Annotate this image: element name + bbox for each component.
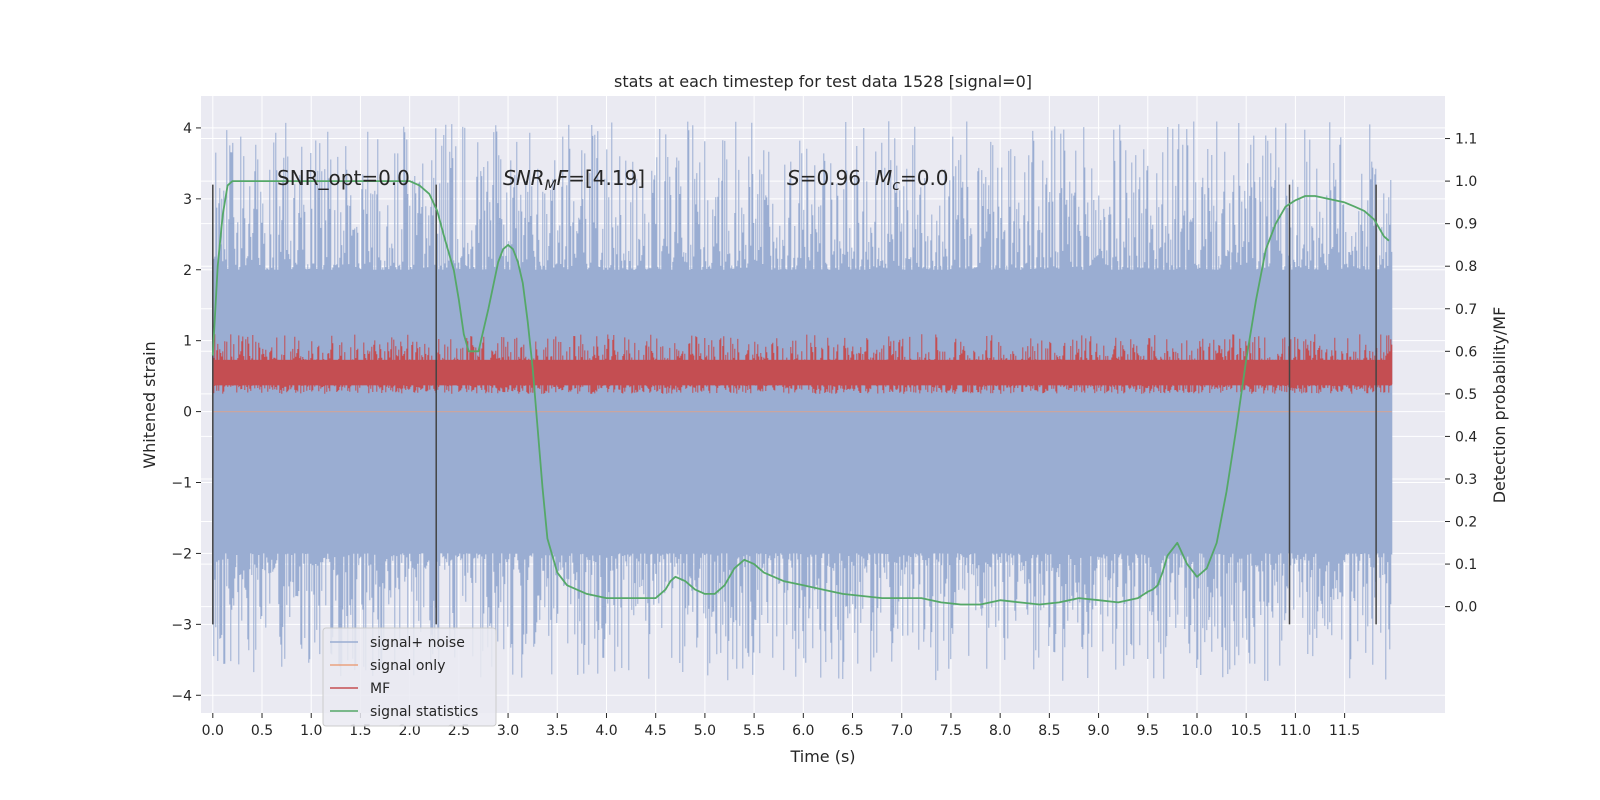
x-tick-label: 5.5 xyxy=(743,723,765,739)
legend-box xyxy=(322,627,497,727)
y-tick-label: 2 xyxy=(183,263,192,279)
x-tick-label: 6.5 xyxy=(841,723,863,739)
signal-statistics-line xyxy=(211,180,1390,606)
series-signal-statistics xyxy=(211,180,1390,606)
x-tick-label: 3.5 xyxy=(546,723,568,739)
legend: signal+ noise signal only MF signal stat… xyxy=(322,627,497,727)
y2-tick-label: 1.1 xyxy=(1455,132,1477,148)
x-tick-label: 10.5 xyxy=(1231,723,1262,739)
y-axis-label: Whitened strain xyxy=(140,341,159,468)
x-tick-label: 9.0 xyxy=(1087,723,1109,739)
chart-title: stats at each timestep for test data 152… xyxy=(614,72,1032,91)
x-tick-label: 0.5 xyxy=(251,723,273,739)
x-tick-label: 5.0 xyxy=(694,723,716,739)
x-tick-label: 4.0 xyxy=(595,723,617,739)
x-tick-label: 7.0 xyxy=(891,723,913,739)
x-tick-label: 11.0 xyxy=(1280,723,1311,739)
y-tick-label: 1 xyxy=(183,334,192,350)
annotation-s-mc: S=0.96 Mc=0.0 xyxy=(787,166,949,194)
y2-tick-label: 0.1 xyxy=(1455,557,1477,573)
x-tick-label: 4.5 xyxy=(645,723,667,739)
legend-label-signal-statistics: signal statistics xyxy=(370,704,478,720)
x-tick-label: 2.5 xyxy=(448,723,470,739)
y-tick-label: 3 xyxy=(183,192,192,208)
series-mf xyxy=(212,334,1393,394)
x-tick-label: 7.5 xyxy=(940,723,962,739)
y2-axis-label: Detection probability/MF xyxy=(1490,307,1509,504)
legend-label-signal-only: signal only xyxy=(370,658,445,674)
annotation-snr-mf: SNRMF=[4.19] xyxy=(503,166,645,194)
x-tick-label: 8.0 xyxy=(989,723,1011,739)
y2-tick-label: 0.4 xyxy=(1455,429,1477,445)
y2-tick-label: 0.0 xyxy=(1455,600,1477,616)
y-tick-label: 4 xyxy=(183,121,192,137)
vertical-marker-lines xyxy=(212,184,1377,625)
x-tick-label: 3.0 xyxy=(497,723,519,739)
x-axis-label: Time (s) xyxy=(789,747,855,766)
y2-tick-label: 0.3 xyxy=(1455,472,1477,488)
legend-label-mf: MF xyxy=(370,681,390,697)
x-axis-ticks: 0.0 0.5 1.0 1.5 2.0 2.5 3.0 3.5 4.0 4.5 5.0 5.5 6.0 6… xyxy=(202,713,1360,739)
x-tick-label: 11.5 xyxy=(1329,723,1360,739)
y-tick-label: −4 xyxy=(171,688,192,704)
y-tick-label: 0 xyxy=(183,405,192,421)
annotation-snr-opt: SNR_opt=0.0 xyxy=(277,166,410,190)
x-tick-label: 10.0 xyxy=(1181,723,1212,739)
y2-tick-label: 0.6 xyxy=(1455,344,1477,360)
legend-label-signal-noise: signal+ noise xyxy=(370,635,465,651)
y2-tick-label: 1.0 xyxy=(1455,174,1477,190)
y-tick-label: −1 xyxy=(171,476,192,492)
x-tick-label: 9.5 xyxy=(1137,723,1159,739)
x-tick-label: 8.5 xyxy=(1038,723,1060,739)
y2-tick-label: 0.2 xyxy=(1455,515,1477,531)
x-tick-label: 1.0 xyxy=(300,723,322,739)
y2-axis-ticks: 1.1 1.0 0.9 0.8 0.7 0.6 0.5 0.4 0.3 0.2 0.1 0.0 xyxy=(1445,132,1477,616)
x-tick-label: 0.0 xyxy=(202,723,224,739)
x-tick-label: 1.5 xyxy=(349,723,371,739)
y2-tick-label: 0.7 xyxy=(1455,302,1477,318)
y-tick-label: −2 xyxy=(171,546,192,562)
y-axis-ticks: 4 3 2 1 0 −1 −2 −3 −4 xyxy=(171,121,201,704)
y2-tick-label: 0.8 xyxy=(1455,259,1477,275)
x-tick-label: 2.0 xyxy=(399,723,421,739)
y-tick-label: −3 xyxy=(171,617,192,633)
y2-tick-label: 0.9 xyxy=(1455,217,1477,233)
y2-tick-label: 0.5 xyxy=(1455,387,1477,403)
x-tick-label: 6.0 xyxy=(792,723,814,739)
